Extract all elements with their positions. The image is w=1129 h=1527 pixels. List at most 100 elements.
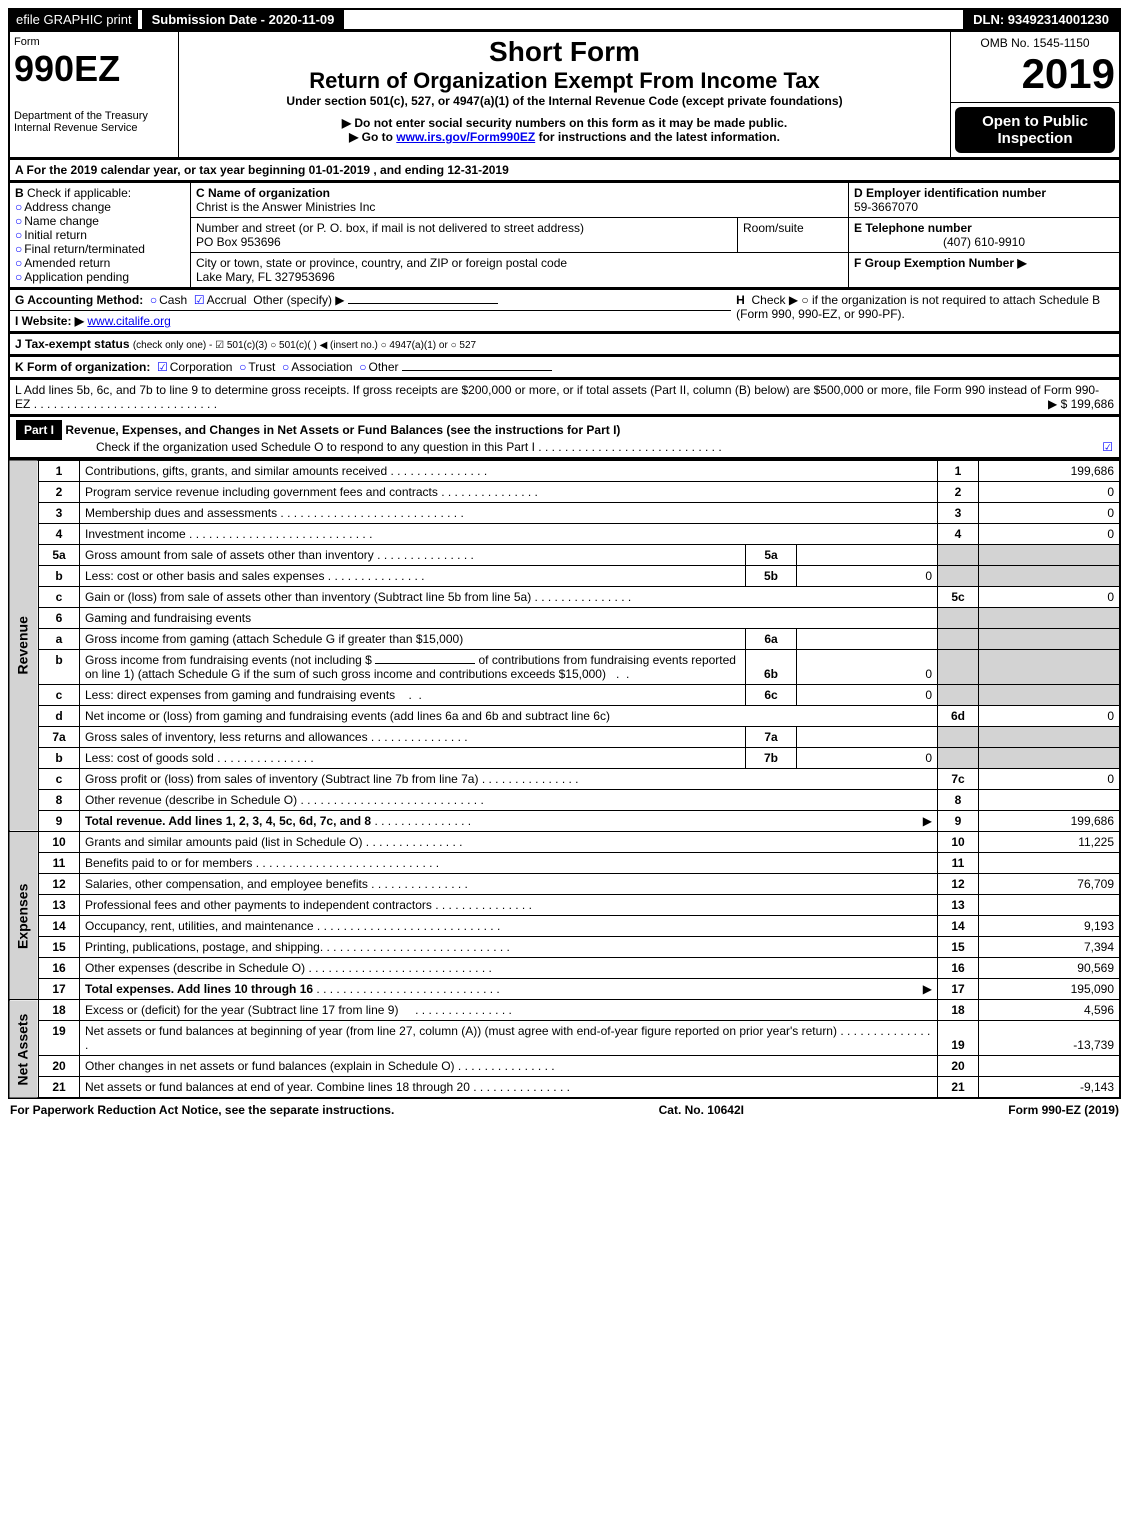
l6b-sub: 6b bbox=[746, 650, 797, 685]
g-label: G Accounting Method: bbox=[15, 293, 143, 307]
section-a: A For the 2019 calendar year, or tax yea… bbox=[8, 159, 1121, 182]
l10-val: 11,225 bbox=[979, 832, 1121, 853]
website-link[interactable]: www.citalife.org bbox=[87, 314, 170, 328]
goto-post: for instructions and the latest informat… bbox=[535, 130, 780, 144]
other-org-label: Other bbox=[369, 360, 399, 374]
l5b-desc: Less: cost or other basis and sales expe… bbox=[85, 569, 324, 583]
corp-checkbox[interactable] bbox=[157, 360, 170, 374]
part1-title: Revenue, Expenses, and Changes in Net As… bbox=[65, 423, 620, 437]
shaded-cell bbox=[979, 748, 1121, 769]
cash-checkbox[interactable] bbox=[150, 293, 159, 307]
l16-no: 16 bbox=[39, 958, 80, 979]
l12-no: 12 bbox=[39, 874, 80, 895]
top-bar: efile GRAPHIC print Submission Date - 20… bbox=[8, 8, 1121, 31]
l5c-num: 5c bbox=[938, 587, 979, 608]
part1-label: Part I bbox=[16, 420, 62, 440]
l13-desc: Professional fees and other payments to … bbox=[85, 898, 432, 912]
l5c-desc: Gain or (loss) from sale of assets other… bbox=[85, 590, 531, 604]
l1-num: 1 bbox=[938, 460, 979, 482]
amended-return-checkbox[interactable] bbox=[15, 256, 24, 270]
l6c-no: c bbox=[39, 685, 80, 706]
l3-val: 0 bbox=[979, 503, 1121, 524]
other-org-checkbox[interactable] bbox=[359, 360, 368, 374]
l2-val: 0 bbox=[979, 482, 1121, 503]
l8-num: 8 bbox=[938, 790, 979, 811]
l5b-subval: 0 bbox=[797, 566, 938, 587]
l2-no: 2 bbox=[39, 482, 80, 503]
part1-header-row: Part I Revenue, Expenses, and Changes in… bbox=[8, 416, 1121, 459]
part1-checkbox[interactable]: ☑ bbox=[1102, 440, 1113, 454]
l1-desc: Contributions, gifts, grants, and simila… bbox=[85, 464, 387, 478]
l7a-no: 7a bbox=[39, 727, 80, 748]
accrual-checkbox[interactable] bbox=[194, 293, 207, 307]
l21-no: 21 bbox=[39, 1077, 80, 1099]
sections-bcdef: B Check if applicable: Address change Na… bbox=[8, 182, 1121, 289]
l18-desc: Excess or (deficit) for the year (Subtra… bbox=[85, 1003, 398, 1017]
phone-value: (407) 610-9910 bbox=[854, 235, 1114, 249]
l-amount: ▶ $ 199,686 bbox=[1048, 397, 1114, 411]
l4-num: 4 bbox=[938, 524, 979, 545]
l7c-no: c bbox=[39, 769, 80, 790]
name-change: Name change bbox=[24, 214, 99, 228]
l12-num: 12 bbox=[938, 874, 979, 895]
efile-print-button[interactable]: efile GRAPHIC print bbox=[10, 10, 138, 29]
app-pending-checkbox[interactable] bbox=[15, 270, 24, 284]
dots bbox=[371, 814, 471, 828]
l9-no: 9 bbox=[39, 811, 80, 832]
dots bbox=[438, 485, 538, 499]
shaded-cell bbox=[938, 545, 979, 566]
l16-val: 90,569 bbox=[979, 958, 1121, 979]
dots bbox=[470, 1080, 570, 1094]
addr-label: Number and street (or P. O. box, if mail… bbox=[196, 221, 584, 235]
l5a-subval bbox=[797, 545, 938, 566]
assoc-label: Association bbox=[291, 360, 352, 374]
l1-no: 1 bbox=[39, 460, 80, 482]
l15-num: 15 bbox=[938, 937, 979, 958]
dots bbox=[374, 548, 474, 562]
dots bbox=[531, 590, 631, 604]
l13-val bbox=[979, 895, 1121, 916]
dots bbox=[186, 527, 373, 541]
l14-desc: Occupancy, rent, utilities, and maintena… bbox=[85, 919, 314, 933]
corp-label: Corporation bbox=[170, 360, 233, 374]
irs-label: Internal Revenue Service bbox=[14, 122, 174, 134]
trust-checkbox[interactable] bbox=[239, 360, 248, 374]
dots bbox=[297, 793, 484, 807]
initial-return-checkbox[interactable] bbox=[15, 228, 24, 242]
section-k: K Form of organization: Corporation Trus… bbox=[8, 356, 1121, 379]
l5a-desc: Gross amount from sale of assets other t… bbox=[85, 548, 374, 562]
l11-no: 11 bbox=[39, 853, 80, 874]
assoc-checkbox[interactable] bbox=[282, 360, 291, 374]
l6b-amount-input[interactable] bbox=[375, 663, 475, 664]
l14-no: 14 bbox=[39, 916, 80, 937]
l5a-sub: 5a bbox=[746, 545, 797, 566]
l14-val: 9,193 bbox=[979, 916, 1121, 937]
cat-no: Cat. No. 10642I bbox=[659, 1103, 744, 1117]
submission-date: Submission Date - 2020-11-09 bbox=[138, 10, 345, 29]
net-assets-side-label: Net Assets bbox=[9, 1000, 39, 1099]
other-specify-input[interactable] bbox=[348, 303, 498, 304]
final-return-checkbox[interactable] bbox=[15, 242, 24, 256]
sections-gh: G Accounting Method: Cash Accrual Other … bbox=[8, 289, 1121, 333]
l1-val: 199,686 bbox=[979, 460, 1121, 482]
other-specify: Other (specify) ▶ bbox=[253, 293, 344, 307]
name-change-checkbox[interactable] bbox=[15, 214, 24, 228]
l21-num: 21 bbox=[938, 1077, 979, 1099]
l6b-subval: 0 bbox=[797, 650, 938, 685]
l7b-desc: Less: cost of goods sold bbox=[85, 751, 214, 765]
l4-val: 0 bbox=[979, 524, 1121, 545]
other-org-input[interactable] bbox=[402, 370, 552, 371]
addr-change-checkbox[interactable] bbox=[15, 200, 24, 214]
dots bbox=[362, 835, 462, 849]
addr-change: Address change bbox=[24, 200, 111, 214]
dots bbox=[368, 730, 468, 744]
dots bbox=[314, 919, 501, 933]
lines-table: Revenue 1 Contributions, gifts, grants, … bbox=[8, 459, 1121, 1099]
form-number: 990EZ bbox=[14, 48, 174, 90]
cash-label: Cash bbox=[159, 293, 187, 307]
org-name: Christ is the Answer Ministries Inc bbox=[196, 200, 375, 214]
shaded-cell bbox=[938, 608, 979, 629]
l13-no: 13 bbox=[39, 895, 80, 916]
goto-link[interactable]: www.irs.gov/Form990EZ bbox=[396, 130, 535, 144]
l7b-sub: 7b bbox=[746, 748, 797, 769]
